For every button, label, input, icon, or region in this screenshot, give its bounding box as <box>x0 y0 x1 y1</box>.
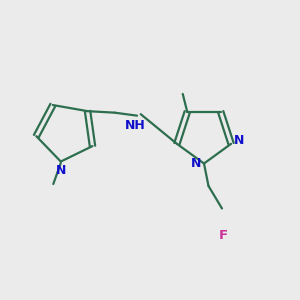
Text: F: F <box>219 229 228 242</box>
Text: NH: NH <box>125 119 146 132</box>
Text: N: N <box>56 164 66 177</box>
Text: N: N <box>190 157 201 170</box>
Text: N: N <box>234 134 245 147</box>
